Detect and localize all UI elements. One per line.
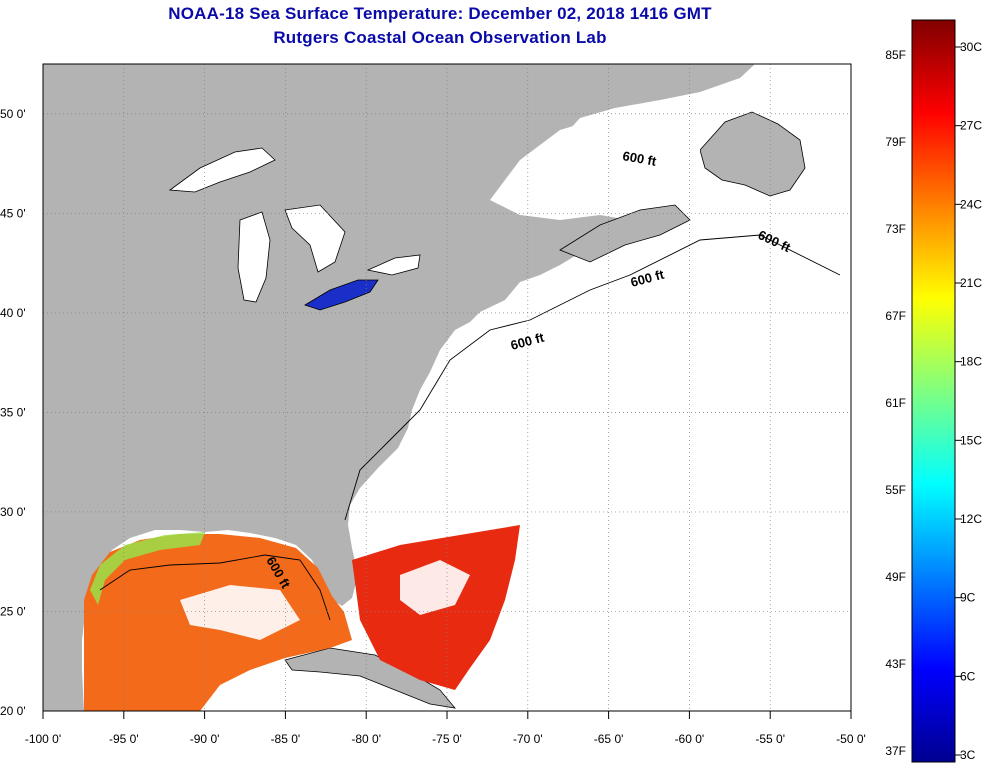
lake-huron <box>284 204 346 273</box>
lon-tick-label: -50 0' <box>836 732 866 746</box>
colorbar-f-label: 43F <box>885 657 906 671</box>
lon-tick-label: -65 0' <box>594 732 624 746</box>
colorbar-f-label: 73F <box>885 222 906 236</box>
cloud-patch <box>400 560 470 615</box>
colorbar-f-label: 49F <box>885 570 906 584</box>
colorbar-celsius-labels: 30C 27C 24C 21C 18C 15C 12C 9C 6C 3C <box>955 40 982 762</box>
colorbar-c-label: 24C <box>960 197 982 211</box>
colorbar-c-label: 9C <box>960 591 976 605</box>
colorbar-c-label: 27C <box>960 119 982 133</box>
colorbar-c-label: 3C <box>960 748 976 762</box>
colorbar-c-label: 15C <box>960 433 982 447</box>
latitude-ticks: 50 0' 45 0' 40 0' 35 0' 30 0' 25 0' 20 0' <box>0 107 26 718</box>
colorbar-f-label: 85F <box>885 48 906 62</box>
lake-superior <box>168 147 276 193</box>
lon-tick-label: -55 0' <box>755 732 785 746</box>
nova-scotia-land <box>559 204 691 263</box>
lat-tick-label: 35 0' <box>0 405 26 419</box>
lat-tick-label: 30 0' <box>0 505 26 519</box>
lon-tick-label: -90 0' <box>190 732 220 746</box>
lake-michigan <box>237 211 271 303</box>
cloud-patch <box>180 585 300 640</box>
colorbar-f-label: 61F <box>885 396 906 410</box>
map-subtitle: Rutgers Coastal Ocean Observation Lab <box>273 28 607 47</box>
colorbar-c-label: 6C <box>960 669 976 683</box>
colorbar-c-label: 12C <box>960 512 982 526</box>
lake-erie <box>304 279 379 311</box>
lat-tick-label: 20 0' <box>0 704 26 718</box>
map-title: NOAA-18 Sea Surface Temperature: Decembe… <box>168 4 712 23</box>
lon-tick-label: -60 0' <box>675 732 705 746</box>
colorbar-f-label: 37F <box>885 744 906 758</box>
lon-tick-label: -80 0' <box>351 732 381 746</box>
lon-tick-label: -100 0' <box>25 732 61 746</box>
lat-tick-label: 50 0' <box>0 107 26 121</box>
colorbar-fahrenheit-labels: 85F 79F 73F 67F 61F 55F 49F 43F 37F <box>885 48 906 758</box>
gulf-st-lawrence <box>520 116 700 210</box>
depth-contour-600ft <box>99 234 841 621</box>
longitude-ticks: -100 0' -95 0' -90 0' -85 0' -80 0' -75 0' -70… <box>25 711 866 746</box>
lat-tick-label: 25 0' <box>0 604 26 618</box>
colorbar-c-label: 30C <box>960 40 982 54</box>
lake-ontario <box>366 254 421 276</box>
colorbar-f-label: 67F <box>885 309 906 323</box>
lat-tick-label: 45 0' <box>0 206 26 220</box>
lon-tick-label: -95 0' <box>109 732 139 746</box>
graticule <box>43 64 851 711</box>
contour-label: 600 ft <box>621 148 658 169</box>
colorbar-c-label: 21C <box>960 276 982 290</box>
colorbar-f-label: 55F <box>885 483 906 497</box>
lat-tick-label: 40 0' <box>0 306 26 320</box>
colorbar-c-label: 18C <box>960 355 982 369</box>
cuba-land <box>284 647 456 709</box>
lon-tick-label: -70 0' <box>513 732 543 746</box>
lon-tick-label: -75 0' <box>432 732 462 746</box>
north-america-land <box>43 64 755 711</box>
colorbar-f-label: 79F <box>885 135 906 149</box>
gulf-coast-cool-band <box>90 532 205 605</box>
colorbar <box>911 19 956 763</box>
lon-tick-label: -85 0' <box>271 732 301 746</box>
